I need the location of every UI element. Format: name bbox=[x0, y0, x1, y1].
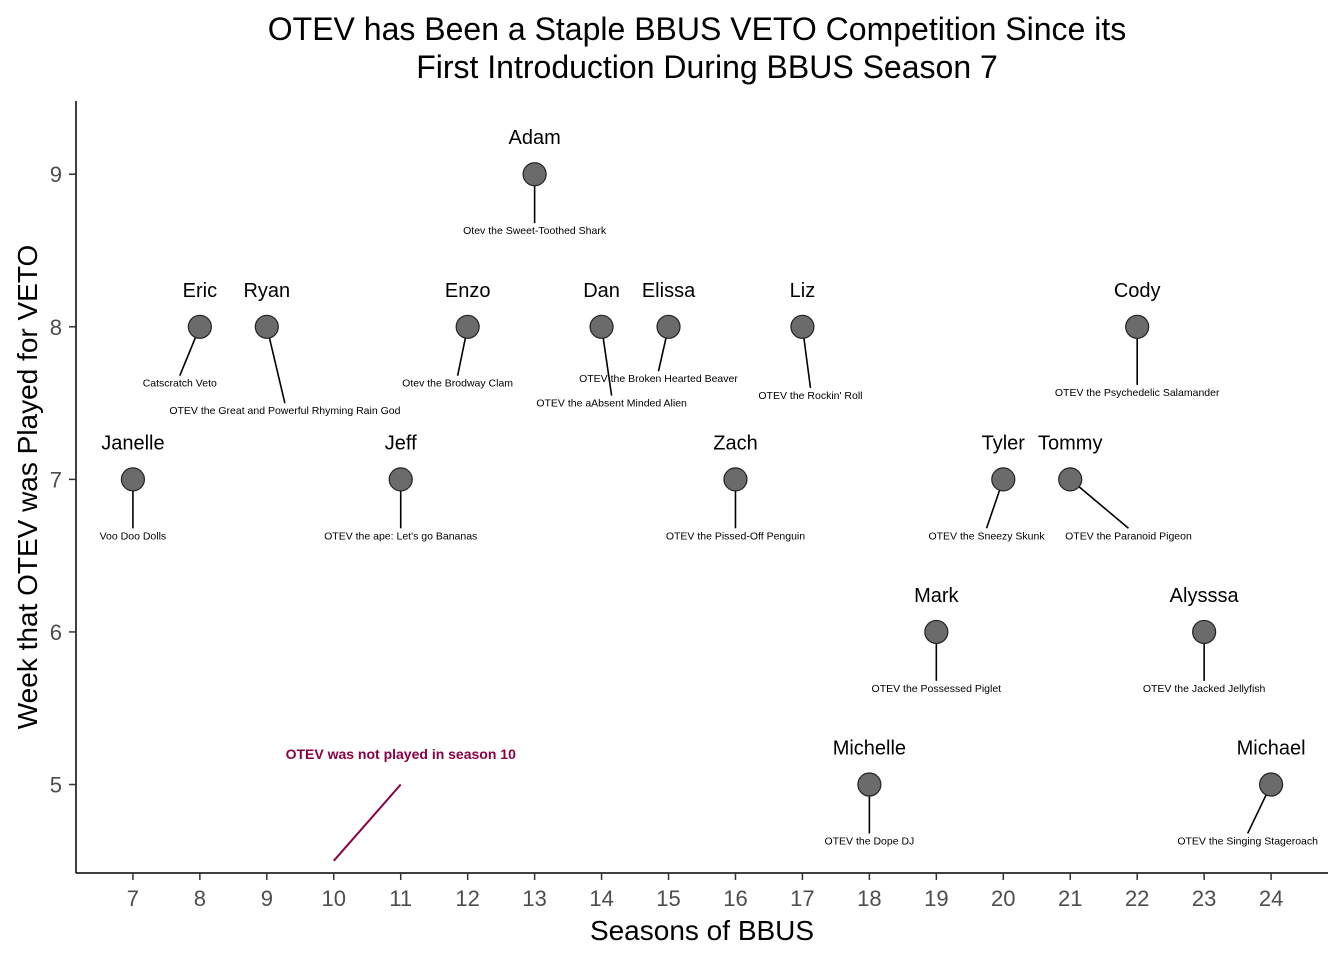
chart-title: OTEV has Been a Staple BBUS VETO Competi… bbox=[268, 11, 1126, 85]
y-tick-label: 6 bbox=[50, 620, 62, 645]
x-tick-label: 12 bbox=[455, 886, 479, 911]
x-tick-label: 17 bbox=[790, 886, 814, 911]
data-point bbox=[388, 467, 413, 492]
label-connector bbox=[1069, 478, 1129, 529]
houseguest-name: Janelle bbox=[101, 432, 164, 454]
x-tick-label: 22 bbox=[1125, 886, 1149, 911]
competition-labels: Voo Doo Dolls Catscratch Veto OTEV the Gre… bbox=[100, 225, 1319, 847]
houseguest-name: Adam bbox=[508, 127, 560, 149]
annotation-segment bbox=[333, 783, 402, 862]
competition-label: OTEV the Singing Stageroach bbox=[1177, 835, 1318, 847]
houseguest-name: Zach bbox=[713, 432, 757, 454]
chart-title-line-1: OTEV has Been a Staple BBUS VETO Competi… bbox=[268, 11, 1126, 47]
y-tick-label: 8 bbox=[50, 315, 62, 340]
x-tick-label: 15 bbox=[656, 886, 680, 911]
houseguest-name: Michelle bbox=[833, 738, 906, 760]
competition-label: OTEV the Great and Powerful Rhyming Rain… bbox=[169, 405, 400, 417]
x-tick-label: 11 bbox=[389, 886, 412, 911]
label-connectors bbox=[132, 174, 1272, 834]
x-axis-title: Seasons of BBUS bbox=[590, 915, 814, 946]
y-tick-label: 7 bbox=[50, 467, 62, 492]
data-point bbox=[589, 314, 614, 339]
x-tick-label: 7 bbox=[127, 886, 139, 911]
x-tick-label: 14 bbox=[589, 886, 613, 911]
label-connector bbox=[266, 326, 286, 404]
x-tick-label: 21 bbox=[1058, 886, 1082, 911]
competition-label: OTEV the ape: Let's go Bananas bbox=[324, 530, 477, 542]
x-tick-label: 9 bbox=[261, 886, 273, 911]
houseguest-name: Mark bbox=[914, 585, 959, 607]
x-tick-label: 19 bbox=[924, 886, 948, 911]
season-10-annotation: OTEV was not played in season 10 bbox=[286, 746, 517, 862]
competition-label: Voo Doo Dolls bbox=[100, 530, 167, 542]
houseguest-name: Jeff bbox=[385, 432, 417, 454]
houseguest-name: Tommy bbox=[1038, 432, 1102, 454]
competition-label: Catscratch Veto bbox=[143, 378, 217, 390]
data-point bbox=[1192, 619, 1217, 645]
houseguest-name-labels: Janelle Eric Ryan Jeff Enzo Adam Dan Elissa Zach… bbox=[101, 127, 1305, 759]
y-tick-label: 5 bbox=[50, 773, 62, 798]
data-point bbox=[790, 314, 815, 339]
annotation-text: OTEV was not played in season 10 bbox=[286, 746, 517, 762]
data-point bbox=[120, 467, 146, 492]
chart-title-line-2: First Introduction During BBUS Season 7 bbox=[416, 49, 998, 85]
houseguest-name: Elissa bbox=[642, 280, 696, 302]
x-tick-label: 24 bbox=[1259, 886, 1283, 911]
x-tick-label: 10 bbox=[322, 886, 346, 911]
competition-label: Otev the Sweet-Toothed Shark bbox=[463, 225, 607, 237]
axes: 7 8 9 10 11 12 13 14 15 16 17 18 19 20 21 22 23 24 5 6 7 8 9 bbox=[50, 101, 1328, 911]
competition-label: OTEV the Dope DJ bbox=[824, 835, 914, 847]
x-axis-ticks: 7 8 9 10 11 12 13 14 15 16 17 18 19 20 21 22 23 24 bbox=[127, 873, 1283, 911]
houseguest-name: Alysssa bbox=[1170, 585, 1240, 607]
data-point bbox=[187, 314, 212, 339]
data-point bbox=[656, 314, 681, 339]
competition-label: OTEV the Jacked Jellyfish bbox=[1143, 683, 1266, 695]
x-tick-label: 13 bbox=[522, 886, 546, 911]
data-point bbox=[1258, 772, 1284, 797]
houseguest-name: Tyler bbox=[982, 432, 1026, 454]
houseguest-name: Enzo bbox=[445, 280, 491, 302]
houseguest-name: Dan bbox=[583, 280, 620, 302]
x-tick-label: 23 bbox=[1192, 886, 1216, 911]
x-tick-label: 20 bbox=[991, 886, 1015, 911]
data-point bbox=[924, 619, 949, 645]
competition-label: OTEV the Pissed-Off Penguin bbox=[666, 530, 805, 542]
houseguest-name: Michael bbox=[1237, 738, 1306, 760]
data-point bbox=[723, 467, 748, 492]
data-point bbox=[455, 314, 480, 339]
competition-label: OTEV the Rockin' Roll bbox=[758, 390, 862, 402]
data-point bbox=[1058, 467, 1083, 492]
houseguest-name: Eric bbox=[183, 280, 217, 302]
x-tick-label: 16 bbox=[723, 886, 747, 911]
x-tick-label: 18 bbox=[857, 886, 881, 911]
competition-label: OTEV the Broken Hearted Beaver bbox=[579, 373, 738, 385]
y-axis-ticks: 5 6 7 8 9 bbox=[50, 162, 76, 798]
y-tick-label: 9 bbox=[50, 162, 62, 187]
x-tick-label: 8 bbox=[194, 886, 206, 911]
competition-label: OTEV the aAbsent Minded Alien bbox=[536, 398, 687, 410]
competition-label: OTEV the Psychedelic Salamander bbox=[1055, 387, 1220, 399]
y-axis-title: Week that OTEV was Played for VETO bbox=[12, 245, 43, 730]
data-points bbox=[120, 162, 1284, 797]
data-point bbox=[857, 772, 882, 797]
competition-label: Otev the Brodway Clam bbox=[402, 378, 513, 390]
houseguest-name: Liz bbox=[790, 280, 816, 302]
data-point bbox=[522, 162, 547, 187]
data-point bbox=[991, 467, 1016, 492]
houseguest-name: Cody bbox=[1114, 280, 1161, 302]
data-point bbox=[254, 314, 279, 339]
data-point bbox=[1125, 314, 1150, 339]
houseguest-name: Ryan bbox=[243, 280, 290, 302]
competition-label: OTEV the Paranoid Pigeon bbox=[1065, 530, 1192, 542]
competition-label: OTEV the Sneezy Skunk bbox=[928, 530, 1045, 542]
competition-label: OTEV the Possessed Piglet bbox=[872, 683, 1002, 695]
